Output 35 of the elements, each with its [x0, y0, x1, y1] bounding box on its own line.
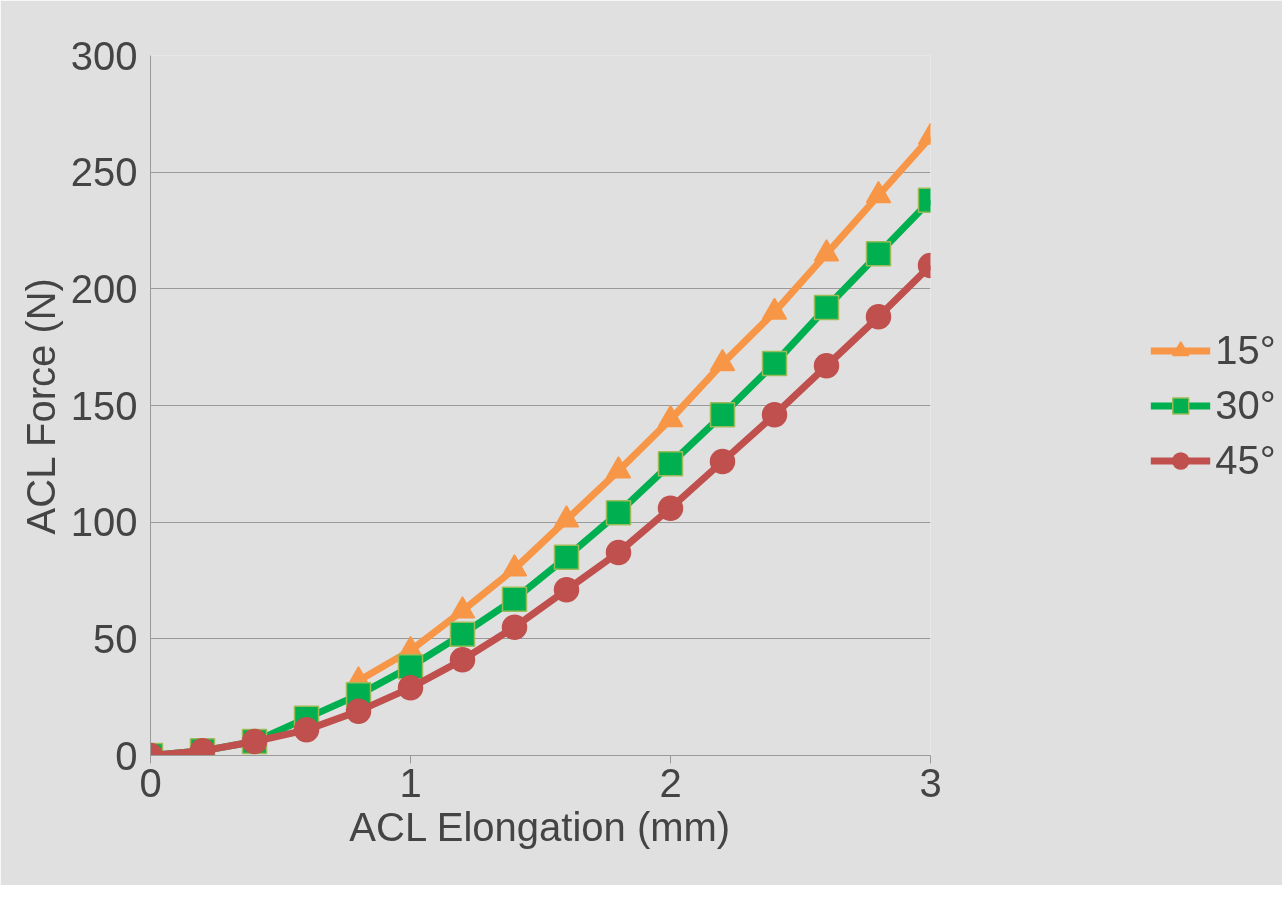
point — [501, 586, 528, 612]
y-tick-label: 100 — [70, 500, 138, 545]
point — [553, 544, 580, 570]
legend-label: 15° — [1215, 327, 1276, 373]
point — [449, 647, 476, 673]
y-tick-label: 250 — [70, 150, 138, 195]
x-axis-title: ACL Elongation (mm) — [349, 804, 731, 849]
point — [293, 717, 320, 743]
point — [761, 350, 788, 377]
point — [813, 294, 840, 321]
point — [449, 621, 476, 647]
point — [501, 614, 528, 640]
y-axis-title: ACL Force (N) — [18, 278, 63, 535]
x-tick-label: 3 — [919, 760, 942, 805]
point — [605, 500, 632, 526]
point — [397, 675, 424, 701]
point — [605, 539, 632, 566]
point — [657, 451, 684, 477]
point — [553, 577, 580, 603]
point — [657, 495, 684, 521]
point — [865, 304, 892, 330]
y-tick-label: 300 — [70, 33, 138, 78]
y-tick-label: 150 — [70, 383, 138, 428]
point — [865, 241, 892, 267]
point — [709, 448, 736, 475]
legend-label: 30° — [1215, 382, 1276, 428]
y-tick-label: 50 — [93, 616, 138, 661]
point — [709, 402, 736, 428]
legend-label: 45° — [1215, 437, 1276, 483]
point — [813, 353, 840, 379]
x-tick-label: 2 — [659, 760, 682, 805]
point — [761, 402, 788, 428]
x-tick-label: 1 — [399, 760, 422, 805]
y-tick-label: 200 — [70, 266, 138, 311]
point — [345, 698, 372, 724]
